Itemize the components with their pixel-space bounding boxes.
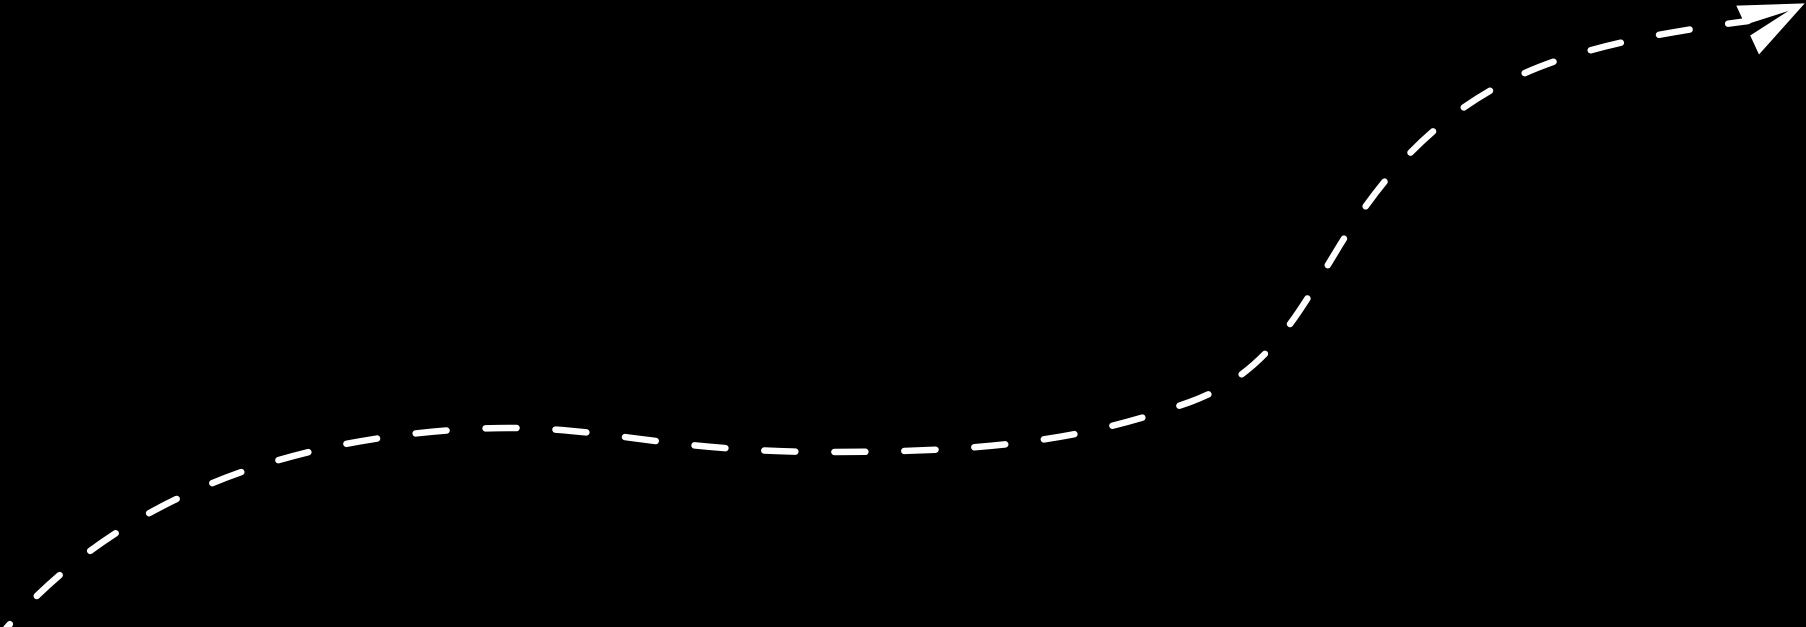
paper-plane-shape	[1736, 3, 1805, 55]
dashed-trajectory-line	[3, 17, 1752, 627]
paper-plane-icon	[1736, 3, 1805, 55]
